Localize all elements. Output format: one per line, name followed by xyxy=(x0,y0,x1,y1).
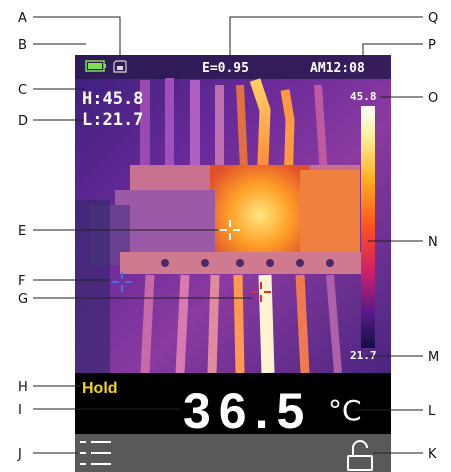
emissivity-value: E=0.95 xyxy=(202,61,249,76)
callout-k: K xyxy=(428,447,437,462)
callout-l: L xyxy=(428,404,436,419)
battery-icon xyxy=(85,60,106,72)
cold-spot-crosshair-icon xyxy=(112,272,132,292)
high-temperature: H:45.8 xyxy=(82,89,143,109)
temperature-panel xyxy=(75,373,391,434)
main-temperature: 36.5 xyxy=(183,383,312,439)
callout-d: D xyxy=(18,114,28,129)
callout-q: Q xyxy=(428,11,438,26)
callout-i: I xyxy=(18,403,22,418)
menu-list-icon[interactable] xyxy=(80,441,111,465)
callout-g: G xyxy=(18,292,28,307)
clock: AM12:08 xyxy=(310,61,365,76)
callout-e: E xyxy=(18,224,26,239)
toolbar xyxy=(75,434,391,472)
callout-m: M xyxy=(428,350,439,365)
color-scale-bar xyxy=(361,106,375,348)
low-temperature: L:21.7 xyxy=(82,110,143,130)
unlock-icon[interactable] xyxy=(347,440,373,471)
center-crosshair-icon xyxy=(220,220,240,240)
callout-n: N xyxy=(428,235,438,250)
callout-leaders xyxy=(33,16,423,454)
callout-p: P xyxy=(428,38,436,53)
hold-label: Hold xyxy=(82,380,118,397)
callout-b: B xyxy=(18,38,27,53)
callout-f: F xyxy=(18,274,25,289)
scale-min: 21.7 xyxy=(350,349,377,362)
callout-c: C xyxy=(18,83,27,98)
sd-card-icon xyxy=(113,60,127,73)
thermal-image xyxy=(75,55,391,374)
callout-h: H xyxy=(18,380,28,395)
hot-spot-crosshair-icon xyxy=(251,282,271,302)
callout-letters: A B C D E F G H I J K L M N O P Q xyxy=(17,11,439,462)
callout-j: J xyxy=(17,447,22,462)
callout-o: O xyxy=(428,91,438,106)
scale-max: 45.8 xyxy=(350,90,377,103)
callout-a: A xyxy=(18,11,27,26)
